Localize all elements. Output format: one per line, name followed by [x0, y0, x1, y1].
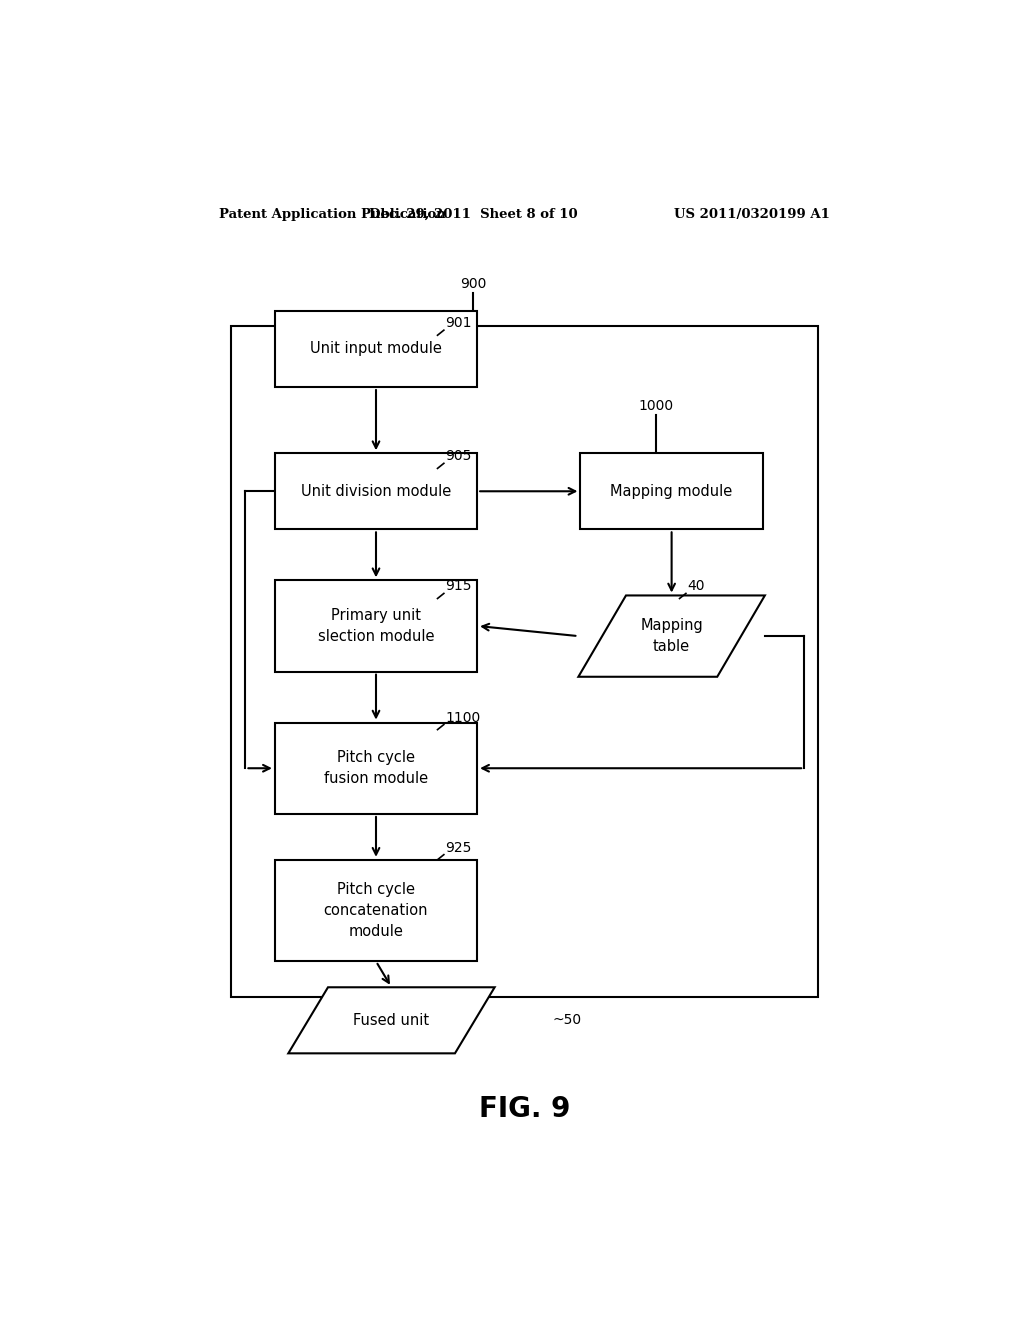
- Bar: [274, 453, 477, 529]
- Text: Unit division module: Unit division module: [301, 483, 452, 499]
- Text: 901: 901: [445, 317, 472, 330]
- Text: Fused unit: Fused unit: [353, 1012, 429, 1028]
- Bar: [274, 722, 477, 814]
- Text: Patent Application Publication: Patent Application Publication: [219, 207, 446, 220]
- Text: 1000: 1000: [638, 399, 674, 412]
- Text: 915: 915: [445, 579, 472, 594]
- Text: Mapping
table: Mapping table: [640, 618, 703, 655]
- Text: Pitch cycle
concatenation
module: Pitch cycle concatenation module: [324, 882, 428, 939]
- Text: Pitch cycle
fusion module: Pitch cycle fusion module: [324, 750, 428, 787]
- Text: 925: 925: [445, 841, 472, 854]
- Bar: [231, 326, 818, 997]
- Text: 905: 905: [445, 449, 472, 463]
- Text: 900: 900: [460, 276, 486, 290]
- Text: Dec. 29, 2011  Sheet 8 of 10: Dec. 29, 2011 Sheet 8 of 10: [369, 207, 578, 220]
- Text: 1100: 1100: [445, 710, 480, 725]
- Polygon shape: [289, 987, 495, 1053]
- Text: Unit input module: Unit input module: [310, 342, 442, 356]
- Bar: [274, 581, 477, 672]
- Text: Primary unit
slection module: Primary unit slection module: [317, 609, 434, 644]
- Text: FIG. 9: FIG. 9: [479, 1094, 570, 1123]
- Bar: [274, 312, 477, 387]
- Text: 40: 40: [687, 579, 705, 594]
- Text: US 2011/0320199 A1: US 2011/0320199 A1: [675, 207, 830, 220]
- Polygon shape: [579, 595, 765, 677]
- Text: Mapping module: Mapping module: [610, 483, 733, 499]
- Bar: [274, 859, 477, 961]
- Text: ~50: ~50: [553, 1014, 582, 1027]
- Bar: [581, 453, 763, 529]
